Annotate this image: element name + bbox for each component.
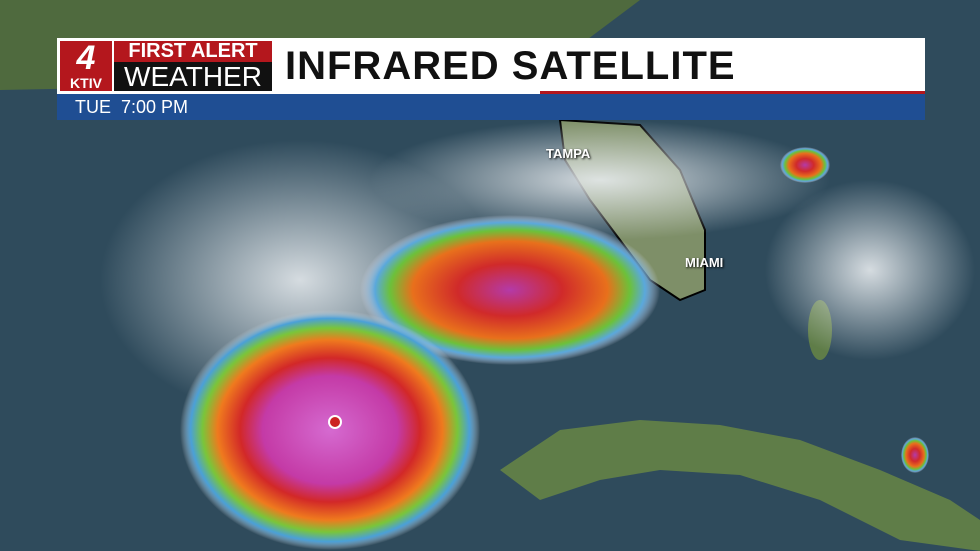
ktiv-logo: 4 KTIV	[60, 41, 112, 91]
hurricane	[180, 310, 480, 550]
hurricane-eye	[328, 415, 342, 429]
channel-number: 4	[76, 39, 96, 77]
storm-cluster-gulf	[360, 215, 660, 365]
city-label-tampa: TAMPA	[546, 146, 591, 161]
page-title: INFRARED SATELLITE	[285, 44, 736, 88]
header-banner: 4 KTIV FIRST ALERT WEATHER INFRARED SATE…	[57, 38, 925, 94]
time-bar: TUE 7:00 PM	[57, 94, 925, 120]
accent-line	[540, 91, 925, 94]
timestamp: TUE 7:00 PM	[75, 97, 189, 117]
first-alert-label: FIRST ALERT	[114, 41, 272, 62]
station-name: KTIV	[70, 75, 102, 91]
weather-label: WEATHER	[114, 62, 272, 91]
cuba	[500, 420, 980, 551]
city-label-miami: MIAMI	[685, 255, 724, 270]
station-logo: 4 KTIV FIRST ALERT WEATHER	[60, 41, 272, 91]
